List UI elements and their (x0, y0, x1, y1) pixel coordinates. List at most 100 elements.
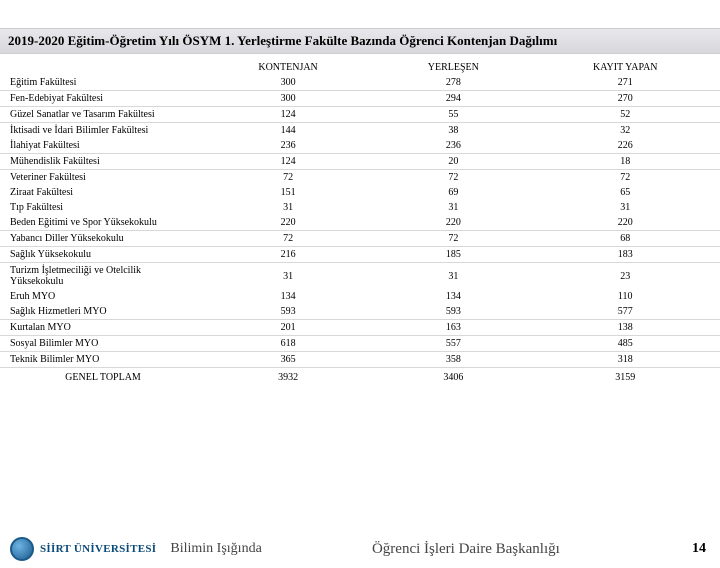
cell-kontenjan: 593 (200, 304, 376, 320)
cell-kayit: 18 (531, 154, 720, 170)
cell-yerlesen: 72 (376, 231, 530, 247)
col-faculty (0, 56, 200, 75)
table-row: Sağlık Hizmetleri MYO593593577 (0, 304, 720, 320)
table-row: Kurtalan MYO201163138 (0, 320, 720, 336)
cell-faculty: Sosyal Bilimler MYO (0, 336, 200, 352)
cell-yerlesen: 55 (376, 107, 530, 123)
cell-yerlesen: 220 (376, 215, 530, 231)
cell-faculty: Eruh MYO (0, 289, 200, 304)
cell-yerlesen: 278 (376, 75, 530, 91)
table-row: İktisadi ve İdari Bilimler Fakültesi1443… (0, 123, 720, 139)
table-row: Eruh MYO134134110 (0, 289, 720, 304)
cell-kontenjan: 216 (200, 247, 376, 263)
cell-kontenjan: 72 (200, 231, 376, 247)
cell-yerlesen: 236 (376, 138, 530, 154)
cell-yerlesen: 557 (376, 336, 530, 352)
cell-faculty: Kurtalan MYO (0, 320, 200, 336)
cell-faculty: Veteriner Fakültesi (0, 170, 200, 186)
cell-kayit: 220 (531, 215, 720, 231)
table-row: Teknik Bilimler MYO365358318 (0, 352, 720, 368)
cell-kontenjan: 151 (200, 185, 376, 200)
cell-yerlesen: 294 (376, 91, 530, 107)
cell-kayit: 110 (531, 289, 720, 304)
cell-kontenjan: 31 (200, 263, 376, 290)
cell-kontenjan: 300 (200, 91, 376, 107)
cell-kayit: 72 (531, 170, 720, 186)
cell-yerlesen: 358 (376, 352, 530, 368)
cell-kontenjan: 365 (200, 352, 376, 368)
cell-kayit: 270 (531, 91, 720, 107)
cell-yerlesen: 38 (376, 123, 530, 139)
cell-kontenjan: 124 (200, 107, 376, 123)
cell-kayit: 485 (531, 336, 720, 352)
cell-faculty: Fen-Edebiyat Fakültesi (0, 91, 200, 107)
table-total-row: GENEL TOPLAM393234063159 (0, 368, 720, 388)
cell-kayit: 226 (531, 138, 720, 154)
table-row: Mühendislik Fakültesi1242018 (0, 154, 720, 170)
cell-total-value: 3406 (376, 368, 530, 388)
university-logo-block: SİİRT ÜNİVERSİTESİ Bilimin Işığında (0, 537, 262, 561)
cell-kayit: 23 (531, 263, 720, 290)
cell-faculty: Teknik Bilimler MYO (0, 352, 200, 368)
cell-faculty: Tıp Fakültesi (0, 200, 200, 215)
table-row: Eğitim Fakültesi300278271 (0, 75, 720, 91)
table-row: Yabancı Diller Yüksekokulu727268 (0, 231, 720, 247)
cell-total-label: GENEL TOPLAM (0, 368, 200, 388)
university-logo-icon (10, 537, 34, 561)
cell-faculty: İktisadi ve İdari Bilimler Fakültesi (0, 123, 200, 139)
cell-faculty: Turizm İşletmeciliği ve Otelcilik Yüksek… (0, 263, 200, 290)
cell-kayit: 65 (531, 185, 720, 200)
cell-faculty: Beden Eğitimi ve Spor Yüksekokulu (0, 215, 200, 231)
cell-yerlesen: 163 (376, 320, 530, 336)
table-row: İlahiyat Fakültesi236236226 (0, 138, 720, 154)
table-row: Sosyal Bilimler MYO618557485 (0, 336, 720, 352)
table-row: Ziraat Fakültesi1516965 (0, 185, 720, 200)
cell-yerlesen: 593 (376, 304, 530, 320)
cell-total-value: 3159 (531, 368, 720, 388)
university-name-block: SİİRT ÜNİVERSİTESİ (40, 544, 156, 555)
cell-kontenjan: 31 (200, 200, 376, 215)
cell-faculty: Mühendislik Fakültesi (0, 154, 200, 170)
footer-center-text: Öğrenci İşleri Daire Başkanlığı (262, 541, 670, 558)
table-row: Veteriner Fakültesi727272 (0, 170, 720, 186)
cell-faculty: İlahiyat Fakültesi (0, 138, 200, 154)
cell-kayit: 138 (531, 320, 720, 336)
cell-kayit: 68 (531, 231, 720, 247)
col-kayit: KAYIT YAPAN (531, 56, 720, 75)
cell-kontenjan: 144 (200, 123, 376, 139)
cell-kontenjan: 300 (200, 75, 376, 91)
cell-faculty: Yabancı Diller Yüksekokulu (0, 231, 200, 247)
cell-kontenjan: 618 (200, 336, 376, 352)
cell-kayit: 577 (531, 304, 720, 320)
cell-yerlesen: 31 (376, 200, 530, 215)
table-container: KONTENJAN YERLEŞEN KAYIT YAPAN Eğitim Fa… (0, 54, 720, 387)
page-number: 14 (670, 541, 720, 557)
cell-yerlesen: 134 (376, 289, 530, 304)
table-row: Turizm İşletmeciliği ve Otelcilik Yüksek… (0, 263, 720, 290)
table-row: Beden Eğitimi ve Spor Yüksekokulu2202202… (0, 215, 720, 231)
table-row: Güzel Sanatlar ve Tasarım Fakültesi12455… (0, 107, 720, 123)
cell-kayit: 52 (531, 107, 720, 123)
table-header-row: KONTENJAN YERLEŞEN KAYIT YAPAN (0, 56, 720, 75)
col-yerlesen: YERLEŞEN (376, 56, 530, 75)
cell-total-value: 3932 (200, 368, 376, 388)
cell-faculty: Sağlık Yüksekokulu (0, 247, 200, 263)
cell-kayit: 32 (531, 123, 720, 139)
cell-kayit: 31 (531, 200, 720, 215)
cell-yerlesen: 69 (376, 185, 530, 200)
cell-kayit: 318 (531, 352, 720, 368)
cell-yerlesen: 20 (376, 154, 530, 170)
cell-kontenjan: 201 (200, 320, 376, 336)
cell-faculty: Sağlık Hizmetleri MYO (0, 304, 200, 320)
university-name: SİİRT ÜNİVERSİTESİ (40, 544, 156, 555)
page-title: 2019-2020 Eğitim-Öğretim Yılı ÖSYM 1. Ye… (0, 28, 720, 54)
cell-kayit: 183 (531, 247, 720, 263)
cell-kontenjan: 236 (200, 138, 376, 154)
table-row: Sağlık Yüksekokulu216185183 (0, 247, 720, 263)
cell-faculty: Güzel Sanatlar ve Tasarım Fakültesi (0, 107, 200, 123)
cell-faculty: Ziraat Fakültesi (0, 185, 200, 200)
cell-kontenjan: 134 (200, 289, 376, 304)
table-row: Fen-Edebiyat Fakültesi300294270 (0, 91, 720, 107)
distribution-table: KONTENJAN YERLEŞEN KAYIT YAPAN Eğitim Fa… (0, 56, 720, 387)
footer: SİİRT ÜNİVERSİTESİ Bilimin Işığında Öğre… (0, 530, 720, 568)
